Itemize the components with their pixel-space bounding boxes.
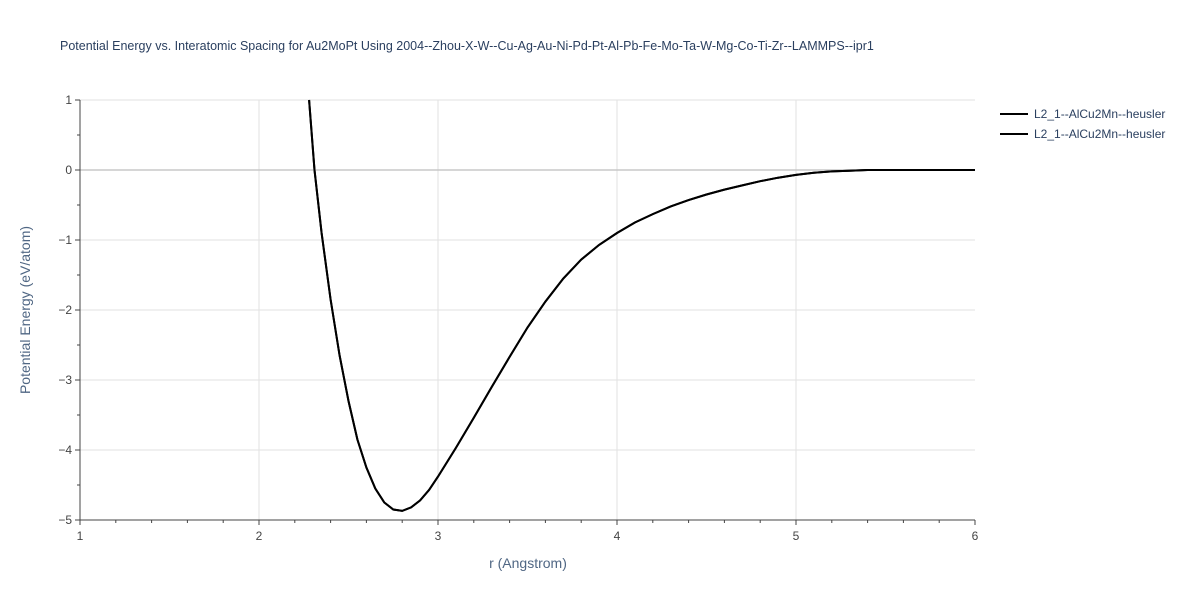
y-tick-label: −3: [58, 373, 72, 387]
series-line-1: [308, 99, 975, 512]
y-tick-label: 1: [65, 93, 72, 107]
legend: L2_1--AlCu2Mn--heusler L2_1--AlCu2Mn--heu…: [1000, 107, 1165, 141]
y-tick-label: 0: [65, 163, 72, 177]
legend-label-2: L2_1--AlCu2Mn--heusler: [1034, 127, 1165, 141]
x-tick-label: 1: [77, 529, 84, 543]
y-axis-title: Potential Energy (eV/atom): [17, 226, 33, 394]
series-line-2: [308, 99, 975, 512]
y-tick-label: −2: [58, 303, 72, 317]
x-tick-label: 6: [972, 529, 979, 543]
legend-label-1: L2_1--AlCu2Mn--heusler: [1034, 107, 1165, 121]
x-tick-label: 2: [256, 529, 263, 543]
y-tick-label: −5: [58, 513, 72, 527]
axes: 1 2 3 4 5 6 1 0 −1 −2 −3 −4 −5: [58, 93, 978, 543]
plot-area: [308, 99, 975, 512]
y-tick-label: −1: [58, 233, 72, 247]
x-tick-label: 4: [614, 529, 621, 543]
y-tick-label: −4: [58, 443, 72, 457]
chart-title: Potential Energy vs. Interatomic Spacing…: [60, 39, 874, 53]
x-tick-label: 5: [793, 529, 800, 543]
x-tick-label: 3: [435, 529, 442, 543]
gridlines: [80, 99, 975, 520]
x-axis-title: r (Angstrom): [489, 555, 567, 571]
